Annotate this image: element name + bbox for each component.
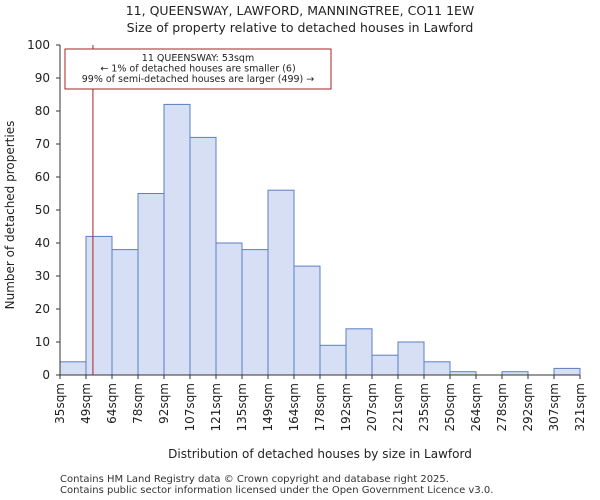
histogram-bar xyxy=(163,103,191,376)
x-tick-label: 292sqm xyxy=(521,383,535,431)
histogram-bar xyxy=(345,328,373,376)
footer-licence: Contains public sector information licen… xyxy=(60,485,494,496)
x-tick-label: 221sqm xyxy=(391,383,405,431)
histogram-bar xyxy=(371,354,399,376)
histogram-bar xyxy=(189,136,217,376)
x-tick-label: 321sqm xyxy=(573,383,587,431)
y-tick-label: 0 xyxy=(42,368,50,382)
x-tick-label: 92sqm xyxy=(157,383,171,424)
x-tick-label: 49sqm xyxy=(79,383,93,424)
x-tick-label: 164sqm xyxy=(287,383,301,431)
x-tick-label: 121sqm xyxy=(209,383,223,431)
y-tick-label: 10 xyxy=(35,335,50,349)
y-tick-label: 50 xyxy=(35,203,50,217)
x-tick-label: 192sqm xyxy=(339,383,353,431)
x-tick-label: 307sqm xyxy=(547,383,561,431)
histogram-bar xyxy=(59,361,87,376)
y-tick-label: 60 xyxy=(35,170,50,184)
y-tick-label: 90 xyxy=(35,71,50,85)
x-tick-label: 107sqm xyxy=(183,383,197,431)
x-tick-label: 64sqm xyxy=(105,383,119,424)
histogram-bar xyxy=(137,193,165,376)
histogram-bar xyxy=(397,341,425,376)
x-tick-label: 278sqm xyxy=(495,383,509,431)
annotation-line: 99% of semi-detached houses are larger (… xyxy=(82,74,315,85)
histogram-bar xyxy=(423,361,451,376)
x-tick-label: 149sqm xyxy=(261,383,275,431)
histogram-bar xyxy=(215,242,243,376)
annotation-line: ← 1% of detached houses are smaller (6) xyxy=(100,64,295,75)
x-tick-label: 178sqm xyxy=(313,383,327,431)
annotation-box xyxy=(64,48,332,90)
histogram-bar xyxy=(319,344,347,376)
annotation-line: 11 QUEENSWAY: 53sqm xyxy=(142,53,254,64)
y-tick-label: 80 xyxy=(35,104,50,118)
histogram-bar xyxy=(293,265,321,376)
x-tick-label: 135sqm xyxy=(235,383,249,431)
histogram-bar xyxy=(241,249,269,376)
x-tick-label: 235sqm xyxy=(417,383,431,431)
chart-title-line1: 11, QUEENSWAY, LAWFORD, MANNINGTREE, CO1… xyxy=(125,3,475,18)
x-tick-label: 207sqm xyxy=(365,383,379,431)
x-tick-label: 264sqm xyxy=(469,383,483,431)
histogram-bar xyxy=(553,367,581,376)
histogram-bar xyxy=(111,249,139,376)
histogram-bar xyxy=(85,235,113,376)
x-tick-label: 78sqm xyxy=(131,383,145,424)
y-tick-label: 20 xyxy=(35,302,50,316)
chart-title-line2: Size of property relative to detached ho… xyxy=(126,20,474,35)
y-tick-label: 40 xyxy=(35,236,50,250)
histogram-bar xyxy=(267,189,295,376)
y-axis-label: Number of detached properties xyxy=(3,121,17,310)
y-tick-label: 100 xyxy=(27,38,50,52)
y-tick-label: 70 xyxy=(35,137,50,151)
footer-copyright: Contains HM Land Registry data © Crown c… xyxy=(60,474,449,485)
y-tick-label: 30 xyxy=(35,269,50,283)
x-tick-label: 250sqm xyxy=(443,383,457,431)
x-tick-label: 35sqm xyxy=(53,383,67,424)
x-axis-label: Distribution of detached houses by size … xyxy=(168,447,472,461)
